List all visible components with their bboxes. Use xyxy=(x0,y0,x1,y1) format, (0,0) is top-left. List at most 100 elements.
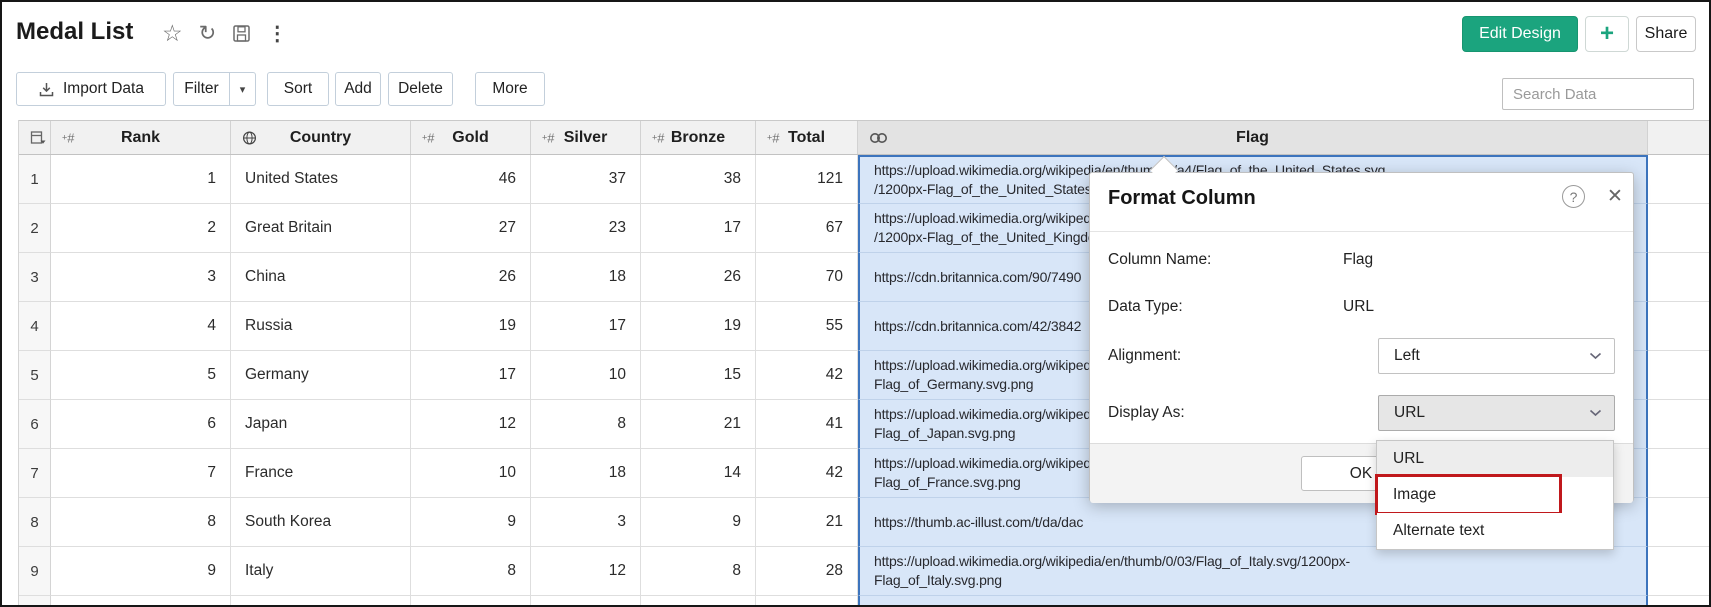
cell-country[interactable]: Germany xyxy=(231,351,411,400)
cell-gold[interactable]: 19 xyxy=(411,302,531,351)
cell-total[interactable]: 21 xyxy=(756,498,858,547)
cell-bronze[interactable]: 21 xyxy=(641,400,756,449)
cell-total[interactable]: 67 xyxy=(756,204,858,253)
display-as-select[interactable]: URL xyxy=(1378,395,1615,431)
cell-silver[interactable]: 10 xyxy=(531,351,641,400)
page-title: Medal List xyxy=(16,18,134,45)
cell-rank[interactable]: 6 xyxy=(51,400,231,449)
sort-button[interactable]: Sort xyxy=(267,72,329,106)
cell-rownum[interactable]: 8 xyxy=(19,498,51,547)
filter-button[interactable]: Filter xyxy=(173,72,230,106)
column-header-gold[interactable]: + # Gold xyxy=(411,121,531,154)
column-header-silver[interactable]: + # Silver xyxy=(531,121,641,154)
column-header-country[interactable]: Country xyxy=(231,121,411,154)
more-button[interactable]: More xyxy=(475,72,545,106)
add-button[interactable]: Add xyxy=(335,72,381,106)
cell-bronze[interactable]: 15 xyxy=(641,351,756,400)
favorite-star-icon[interactable]: ☆ xyxy=(162,19,183,46)
dropdown-item-alternate-text[interactable]: Alternate text xyxy=(1377,513,1613,549)
cell-gold[interactable]: 17 xyxy=(411,351,531,400)
cell-total[interactable]: 70 xyxy=(756,253,858,302)
cell-gold[interactable]: 8 xyxy=(411,547,531,596)
cell-bronze[interactable]: 26 xyxy=(641,253,756,302)
cell-bronze[interactable]: 9 xyxy=(641,498,756,547)
cell-country[interactable]: Great Britain xyxy=(231,204,411,253)
cell-silver[interactable]: 18 xyxy=(531,449,641,498)
cell-silver xyxy=(531,596,641,605)
column-header-total[interactable]: + # Total xyxy=(756,121,858,154)
dropdown-item-image[interactable]: Image xyxy=(1375,474,1613,515)
cell-rank[interactable]: 8 xyxy=(51,498,231,547)
cell-rownum[interactable]: 1 xyxy=(19,155,51,204)
cell-bronze[interactable]: 38 xyxy=(641,155,756,204)
refresh-icon[interactable]: ↻ xyxy=(198,21,217,45)
share-button[interactable]: Share xyxy=(1636,16,1696,52)
cell-rank[interactable]: 5 xyxy=(51,351,231,400)
close-icon[interactable]: ✕ xyxy=(1607,185,1623,207)
cell-rownum[interactable]: 7 xyxy=(19,449,51,498)
delete-button[interactable]: Delete xyxy=(388,72,453,106)
flag-url-text: https://cdn.britannica.com/90/7490 xyxy=(874,268,1082,285)
cell-rownum[interactable]: 6 xyxy=(19,400,51,449)
cell-silver[interactable]: 37 xyxy=(531,155,641,204)
cell-rownum[interactable]: 9 xyxy=(19,547,51,596)
cell-country[interactable]: Russia xyxy=(231,302,411,351)
cell-silver[interactable]: 23 xyxy=(531,204,641,253)
cell-rank[interactable]: 2 xyxy=(51,204,231,253)
cell-total[interactable]: 42 xyxy=(756,449,858,498)
cell-country[interactable]: South Korea xyxy=(231,498,411,547)
cell-total[interactable]: 121 xyxy=(756,155,858,204)
cell-country[interactable]: China xyxy=(231,253,411,302)
alignment-select[interactable]: Left xyxy=(1378,338,1615,374)
cell-rank[interactable]: 3 xyxy=(51,253,231,302)
cell-flag[interactable]: https://upload.wikimedia.org/wikipedia/e… xyxy=(858,547,1648,596)
cell-bronze[interactable]: 14 xyxy=(641,449,756,498)
cell-gold[interactable]: 10 xyxy=(411,449,531,498)
column-header-rank[interactable]: + # Rank xyxy=(51,121,231,154)
import-data-button[interactable]: Import Data xyxy=(16,72,166,106)
cell-bronze[interactable]: 19 xyxy=(641,302,756,351)
filter-dropdown-arrow[interactable]: ▾ xyxy=(229,72,256,106)
cell-total[interactable]: 42 xyxy=(756,351,858,400)
cell-country[interactable]: Japan xyxy=(231,400,411,449)
add-view-button[interactable]: + xyxy=(1585,16,1629,52)
cell-extra xyxy=(1648,547,1709,596)
cell-country[interactable]: Italy xyxy=(231,547,411,596)
cell-gold[interactable]: 46 xyxy=(411,155,531,204)
cell-rownum[interactable]: 4 xyxy=(19,302,51,351)
cell-gold[interactable]: 9 xyxy=(411,498,531,547)
cell-bronze[interactable]: 17 xyxy=(641,204,756,253)
cell-total[interactable]: 55 xyxy=(756,302,858,351)
cell-total[interactable]: 41 xyxy=(756,400,858,449)
cell-silver[interactable]: 17 xyxy=(531,302,641,351)
cell-rank[interactable]: 7 xyxy=(51,449,231,498)
cell-extra xyxy=(1648,596,1709,605)
cell-rownum[interactable]: 2 xyxy=(19,204,51,253)
dropdown-item-url[interactable]: URL xyxy=(1377,441,1613,477)
cell-gold[interactable]: 12 xyxy=(411,400,531,449)
search-input[interactable] xyxy=(1502,78,1694,110)
column-header-bronze[interactable]: + # Bronze xyxy=(641,121,756,154)
cell-total[interactable]: 28 xyxy=(756,547,858,596)
cell-silver[interactable]: 12 xyxy=(531,547,641,596)
column-header-flag[interactable]: Flag xyxy=(858,121,1648,154)
cell-country[interactable]: United States xyxy=(231,155,411,204)
help-icon[interactable]: ? xyxy=(1562,185,1585,208)
column-header-extra[interactable] xyxy=(1648,121,1709,154)
cell-rank[interactable]: 1 xyxy=(51,155,231,204)
cell-silver[interactable]: 8 xyxy=(531,400,641,449)
column-header-rownum[interactable] xyxy=(19,121,51,154)
cell-gold[interactable]: 27 xyxy=(411,204,531,253)
cell-gold[interactable]: 26 xyxy=(411,253,531,302)
cell-rank[interactable]: 4 xyxy=(51,302,231,351)
cell-rank[interactable]: 9 xyxy=(51,547,231,596)
cell-silver[interactable]: 3 xyxy=(531,498,641,547)
cell-bronze[interactable]: 8 xyxy=(641,547,756,596)
cell-rownum[interactable]: 3 xyxy=(19,253,51,302)
cell-silver[interactable]: 18 xyxy=(531,253,641,302)
save-icon[interactable] xyxy=(232,20,251,46)
more-options-kebab-icon[interactable]: ⋮ xyxy=(267,22,288,45)
cell-country[interactable]: France xyxy=(231,449,411,498)
edit-design-button[interactable]: Edit Design xyxy=(1462,16,1578,52)
cell-rownum[interactable]: 5 xyxy=(19,351,51,400)
